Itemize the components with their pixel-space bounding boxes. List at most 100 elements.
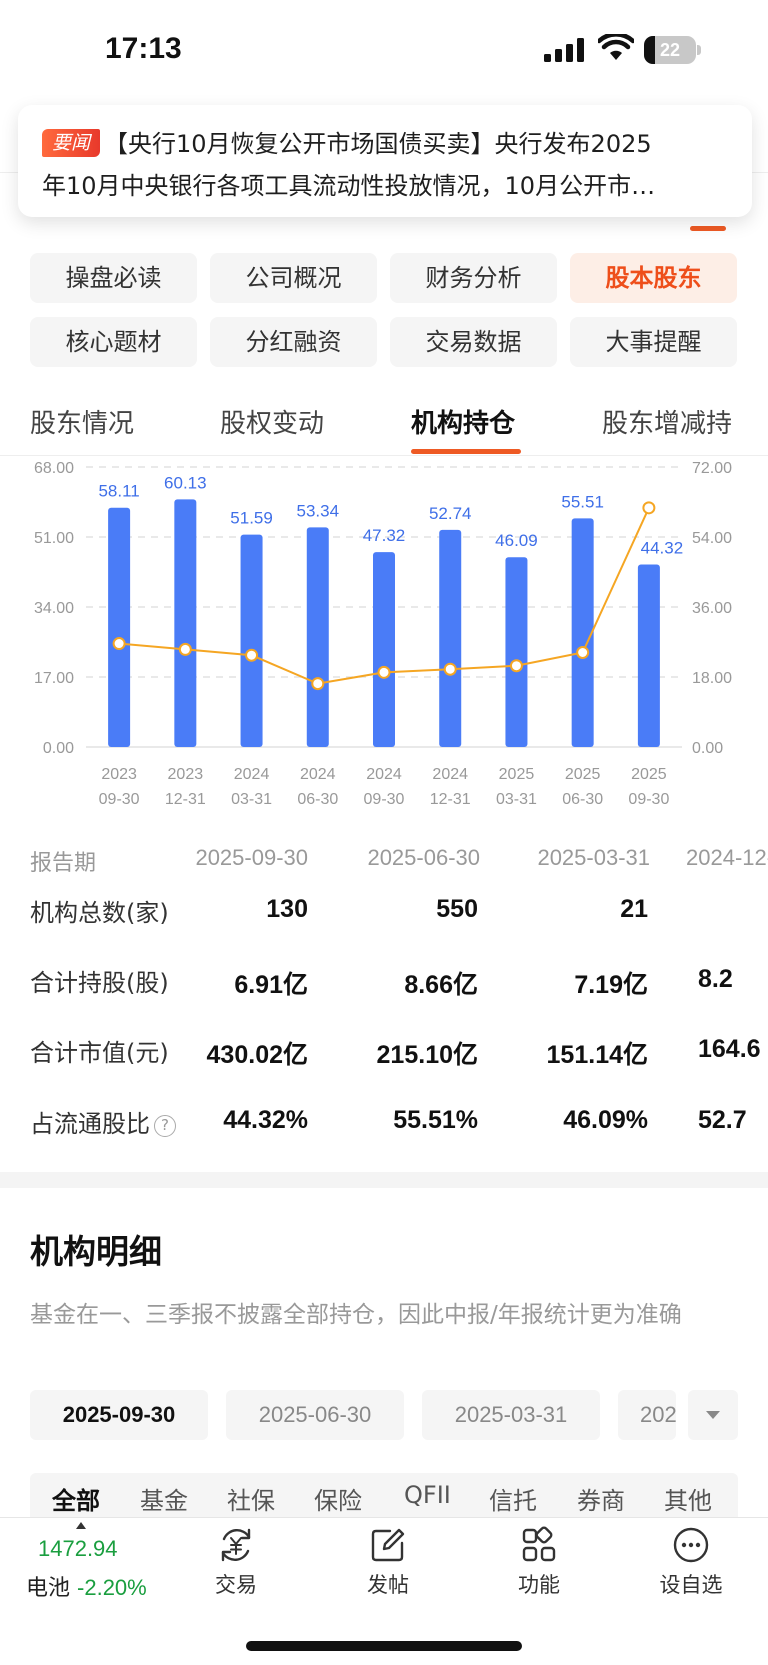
section-button-dividends[interactable]: 分红融资: [210, 317, 377, 367]
x-axis-tick-date: 12-31: [165, 791, 206, 808]
x-axis-tick-year: 2024: [432, 766, 468, 783]
x-axis-tick-year: 2024: [300, 766, 336, 783]
tab-divider: [0, 455, 768, 456]
tab-shareholders[interactable]: 股东情况: [30, 409, 135, 439]
tab-institutional-holdings[interactable]: 机构持仓: [411, 409, 516, 439]
quote-change: -2.20%: [77, 1575, 147, 1600]
date-dropdown-chevron-down-icon[interactable]: [688, 1390, 738, 1440]
bar: [439, 529, 462, 747]
status-time: 17:13: [105, 32, 182, 65]
tab-shareholder-changes[interactable]: 股东增减持: [602, 409, 733, 439]
date-chip-3[interactable]: 202: [618, 1390, 676, 1440]
table-period-1: 2025-06-30: [367, 845, 480, 870]
bar: [571, 518, 594, 747]
underlying-tab-indicator: [690, 226, 726, 231]
table-cell: 21: [620, 895, 648, 923]
trade-label: 交易: [215, 1573, 257, 1597]
bar-data-label: 55.51: [561, 492, 604, 511]
bar-data-label: 46.09: [495, 531, 538, 550]
right-axis-tick: 0.00: [692, 740, 723, 757]
type-tab-fund[interactable]: 基金: [140, 1487, 188, 1515]
line-point: [178, 642, 192, 656]
expand-up-icon[interactable]: [76, 1522, 86, 1529]
right-axis-tick: 54.00: [692, 530, 732, 547]
section-button-events[interactable]: 大事提醒: [570, 317, 737, 367]
date-chip-1[interactable]: 2025-06-30: [226, 1390, 404, 1440]
type-tab-other[interactable]: 其他: [664, 1487, 712, 1515]
left-axis-tick: 51.00: [34, 530, 74, 547]
bar: [505, 557, 528, 747]
type-tab-insurance[interactable]: 保险: [314, 1487, 362, 1515]
type-tab-trust[interactable]: 信托: [489, 1487, 537, 1515]
yuan-exchange-icon: [221, 1528, 251, 1562]
help-icon[interactable]: ?: [154, 1115, 176, 1137]
bar-data-label: 44.32: [641, 539, 684, 558]
bar-data-label: 58.11: [98, 482, 139, 501]
section-button-financial-analysis[interactable]: 财务分析: [390, 253, 557, 303]
type-tab-qfii[interactable]: QFII: [404, 1481, 451, 1509]
bar: [637, 564, 660, 747]
date-chip-0[interactable]: 2025-09-30: [30, 1390, 208, 1440]
table-cell: 46.09%: [563, 1106, 648, 1134]
x-axis-tick-date: 06-30: [297, 791, 338, 808]
table-row-label: 机构总数(家): [30, 893, 169, 928]
line-point: [509, 659, 523, 673]
bottom-bar: [0, 1517, 768, 1665]
x-axis-tick-year: 2023: [101, 766, 137, 783]
line-point: [245, 648, 259, 662]
x-axis-tick-date: 09-30: [99, 791, 140, 808]
x-axis-tick-year: 2024: [366, 766, 402, 783]
right-axis-tick: 18.00: [692, 670, 732, 687]
trade-button[interactable]: 交易: [191, 1525, 281, 1599]
add-watchlist-label: 设自选: [659, 1573, 723, 1597]
quote-name: 电池: [26, 1576, 71, 1601]
section-button-core-themes[interactable]: 核心题材: [30, 317, 197, 367]
date-chip-2[interactable]: 2025-03-31: [422, 1390, 600, 1440]
type-tab-social-security[interactable]: 社保: [227, 1487, 275, 1515]
tab-equity-changes[interactable]: 股权变动: [220, 409, 325, 439]
institution-holdings-chart: 68.00 72.00 51.00 54.00 34.00 36.00 17.00 18.00…: [34, 460, 732, 808]
table-cell: 52.7: [698, 1106, 747, 1134]
bar-data-label: 53.34: [297, 501, 340, 520]
table-header-label: 报告期: [30, 851, 97, 876]
table-cell: 55.51%: [393, 1106, 478, 1134]
x-axis-tick-year: 2025: [565, 766, 601, 783]
table-row-label: 合计市值(元): [30, 1033, 169, 1068]
section-button-trading-data[interactable]: 交易数据: [390, 317, 557, 367]
x-axis-tick-date: 09-30: [364, 791, 405, 808]
bar-data-label: 52.74: [429, 504, 472, 523]
active-tab-indicator: [411, 449, 521, 454]
type-tab-all[interactable]: 全部: [52, 1487, 100, 1515]
x-axis-tick-year: 2023: [168, 766, 204, 783]
table-cell: 164.6: [698, 1035, 761, 1063]
x-axis-tick-date: 06-30: [562, 791, 603, 808]
line-point: [112, 637, 126, 651]
table-cell: 215.10亿: [376, 1041, 478, 1069]
left-axis-tick: 0.00: [43, 740, 74, 757]
table-row-label-text: 合计持股(股): [30, 969, 169, 997]
functions-button[interactable]: 功能: [494, 1525, 584, 1599]
section-button-shareholders[interactable]: 股本股东: [570, 253, 737, 303]
x-axis-tick-date: 09-30: [628, 791, 669, 808]
table-row-label: 占流通股比?: [30, 1104, 176, 1139]
bar-data-label: 51.59: [230, 509, 273, 528]
battery-icon: 22: [644, 36, 701, 64]
table-row-label-text: 占流通股比: [30, 1110, 150, 1138]
x-axis-tick-year: 2025: [631, 766, 667, 783]
table-row-label: 合计持股(股): [30, 963, 169, 998]
type-tab-broker[interactable]: 券商: [577, 1487, 625, 1515]
post-button[interactable]: 发帖: [343, 1525, 433, 1599]
quote-label[interactable]: 电池 -2.20%: [26, 1570, 147, 1602]
section-button-trading-guide[interactable]: 操盘必读: [30, 253, 197, 303]
section-button-company-profile[interactable]: 公司概况: [210, 253, 377, 303]
table-period-3: 2024-12-31: [686, 845, 768, 870]
post-label: 发帖: [367, 1573, 409, 1597]
table-cell: 8.2: [698, 965, 733, 993]
signal-icon: [544, 38, 584, 62]
left-axis-tick: 68.00: [34, 460, 74, 477]
bar: [306, 527, 329, 747]
quote-price[interactable]: 1472.94: [38, 1536, 118, 1561]
table-cell: 430.02亿: [206, 1041, 308, 1069]
news-banner[interactable]: 要闻 【央行10月恢复公开市场国债买卖】央行发布2025 年10月中央银行各项工具…: [18, 105, 752, 217]
add-watchlist-button[interactable]: 设自选: [646, 1525, 736, 1599]
